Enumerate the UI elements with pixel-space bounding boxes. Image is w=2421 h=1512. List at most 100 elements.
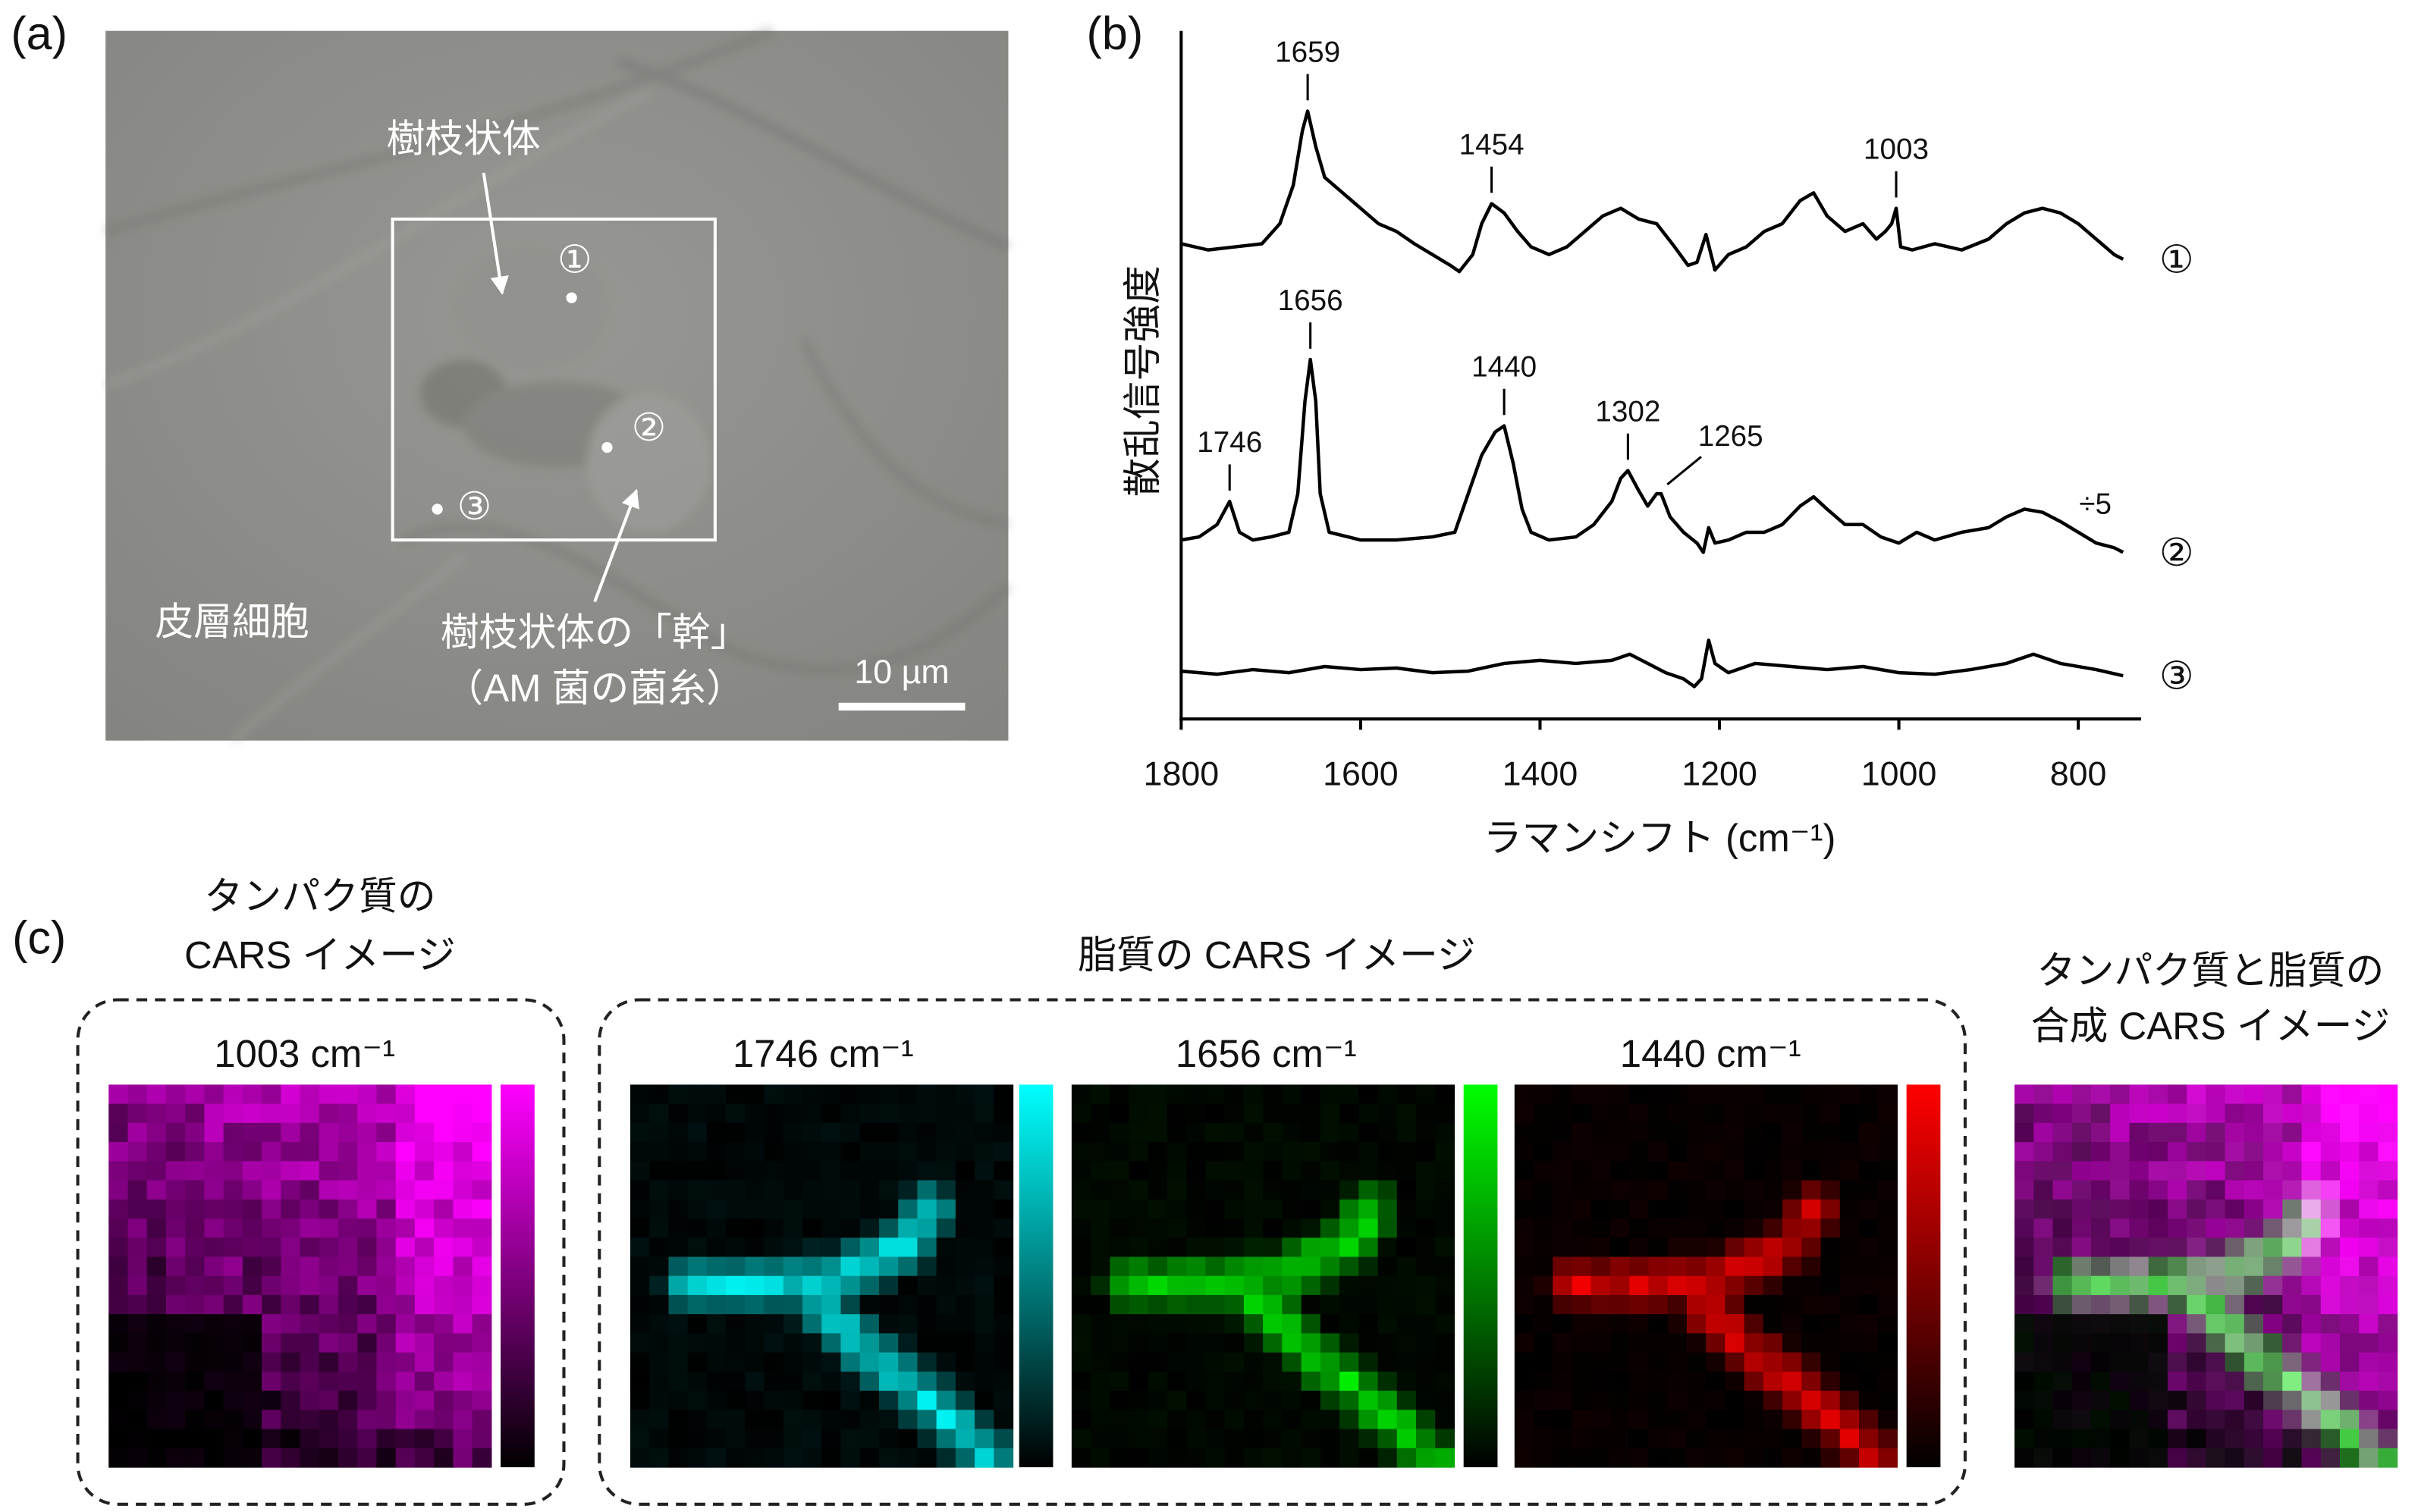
pixel xyxy=(2129,1219,2149,1238)
pixel xyxy=(1572,1238,1592,1258)
pixel xyxy=(376,1352,397,1372)
pixel xyxy=(108,1391,129,1410)
pixel xyxy=(2225,1333,2245,1354)
pixel xyxy=(1358,1333,1379,1354)
pixel xyxy=(2033,1371,2054,1391)
pixel xyxy=(2052,1371,2073,1391)
pixel xyxy=(453,1371,473,1391)
pixel xyxy=(840,1238,861,1258)
pixel xyxy=(185,1084,205,1105)
pixel xyxy=(2339,1103,2360,1124)
pixel xyxy=(1590,1219,1611,1238)
pixel xyxy=(1706,1180,1725,1200)
pixel xyxy=(1205,1294,1226,1315)
pixel xyxy=(1129,1199,1149,1219)
pixel xyxy=(1878,1238,1898,1258)
pixel xyxy=(127,1429,148,1449)
pixel xyxy=(2052,1256,2073,1277)
pixel xyxy=(2263,1142,2283,1162)
pixel xyxy=(2033,1429,2054,1449)
pixel xyxy=(2263,1410,2283,1430)
pixel xyxy=(706,1122,727,1143)
pixel xyxy=(1110,1142,1130,1162)
pixel xyxy=(472,1199,492,1219)
pixel xyxy=(1110,1275,1130,1296)
pixel xyxy=(1110,1391,1130,1410)
pixel xyxy=(2378,1199,2398,1219)
pixel xyxy=(1801,1084,1822,1105)
pixel xyxy=(2263,1122,2283,1143)
pixel xyxy=(1820,1219,1841,1238)
pixel xyxy=(726,1410,746,1430)
pixel xyxy=(2244,1238,2264,1258)
pixel xyxy=(2206,1142,2226,1162)
pixel xyxy=(204,1084,225,1105)
pixel xyxy=(1878,1103,1898,1124)
pixel xyxy=(1224,1429,1245,1449)
pixel xyxy=(376,1314,397,1334)
cars-image xyxy=(1071,1084,1455,1468)
pixel xyxy=(1282,1256,1302,1277)
pixel xyxy=(2282,1410,2303,1430)
pixel xyxy=(668,1275,689,1296)
pixel xyxy=(994,1448,1014,1468)
pixel xyxy=(1858,1314,1879,1334)
pixel xyxy=(1167,1103,1187,1124)
pixel xyxy=(1377,1391,1398,1410)
pixel xyxy=(1435,1371,1455,1391)
pixel xyxy=(338,1294,358,1315)
pixel xyxy=(1186,1180,1207,1200)
pixel xyxy=(687,1256,708,1277)
pixel xyxy=(917,1122,937,1143)
pixel xyxy=(1782,1371,1802,1391)
pixel xyxy=(1878,1256,1898,1277)
pixel xyxy=(1091,1142,1110,1162)
pixel xyxy=(2301,1352,2322,1372)
pixel xyxy=(1553,1180,1573,1200)
pixel xyxy=(2359,1294,2379,1315)
pixel xyxy=(108,1410,129,1430)
pixel xyxy=(1224,1084,1245,1105)
pixel xyxy=(453,1448,473,1468)
pixel xyxy=(821,1448,842,1468)
pixel xyxy=(1110,1410,1130,1430)
pixel xyxy=(146,1199,167,1219)
pixel xyxy=(1358,1161,1379,1181)
pixel xyxy=(1514,1275,1534,1296)
pixel xyxy=(1205,1199,1226,1219)
pixel xyxy=(472,1142,492,1162)
pixel xyxy=(1243,1199,1264,1219)
pixel xyxy=(1416,1256,1436,1277)
pixel xyxy=(1129,1352,1149,1372)
pixel xyxy=(223,1142,243,1162)
pixel xyxy=(802,1103,822,1124)
pixel xyxy=(1686,1180,1707,1200)
pixel xyxy=(1514,1391,1534,1410)
pixel xyxy=(1071,1410,1091,1430)
pixel xyxy=(2206,1429,2226,1449)
pixel xyxy=(1572,1371,1592,1391)
pixel xyxy=(414,1084,435,1105)
pixel xyxy=(1801,1352,1822,1372)
pixel xyxy=(2225,1142,2245,1162)
pixel xyxy=(2282,1219,2303,1238)
pixel xyxy=(2090,1103,2111,1124)
pixel xyxy=(262,1142,281,1162)
pixel xyxy=(1878,1084,1898,1105)
pixel xyxy=(2187,1410,2206,1430)
pixel xyxy=(1839,1448,1860,1468)
pixel xyxy=(395,1238,416,1258)
pixel xyxy=(2033,1314,2054,1334)
pixel xyxy=(1782,1294,1802,1315)
pixel xyxy=(1205,1448,1226,1468)
pixel xyxy=(1609,1103,1630,1124)
pixel xyxy=(472,1294,492,1315)
pixel xyxy=(1148,1333,1168,1354)
pixel xyxy=(706,1333,727,1354)
pixel xyxy=(1858,1238,1879,1258)
pixel xyxy=(1725,1391,1745,1410)
pixel xyxy=(127,1275,148,1296)
pixel xyxy=(1416,1084,1436,1105)
pixel xyxy=(2339,1180,2360,1200)
pixel xyxy=(1186,1314,1207,1334)
